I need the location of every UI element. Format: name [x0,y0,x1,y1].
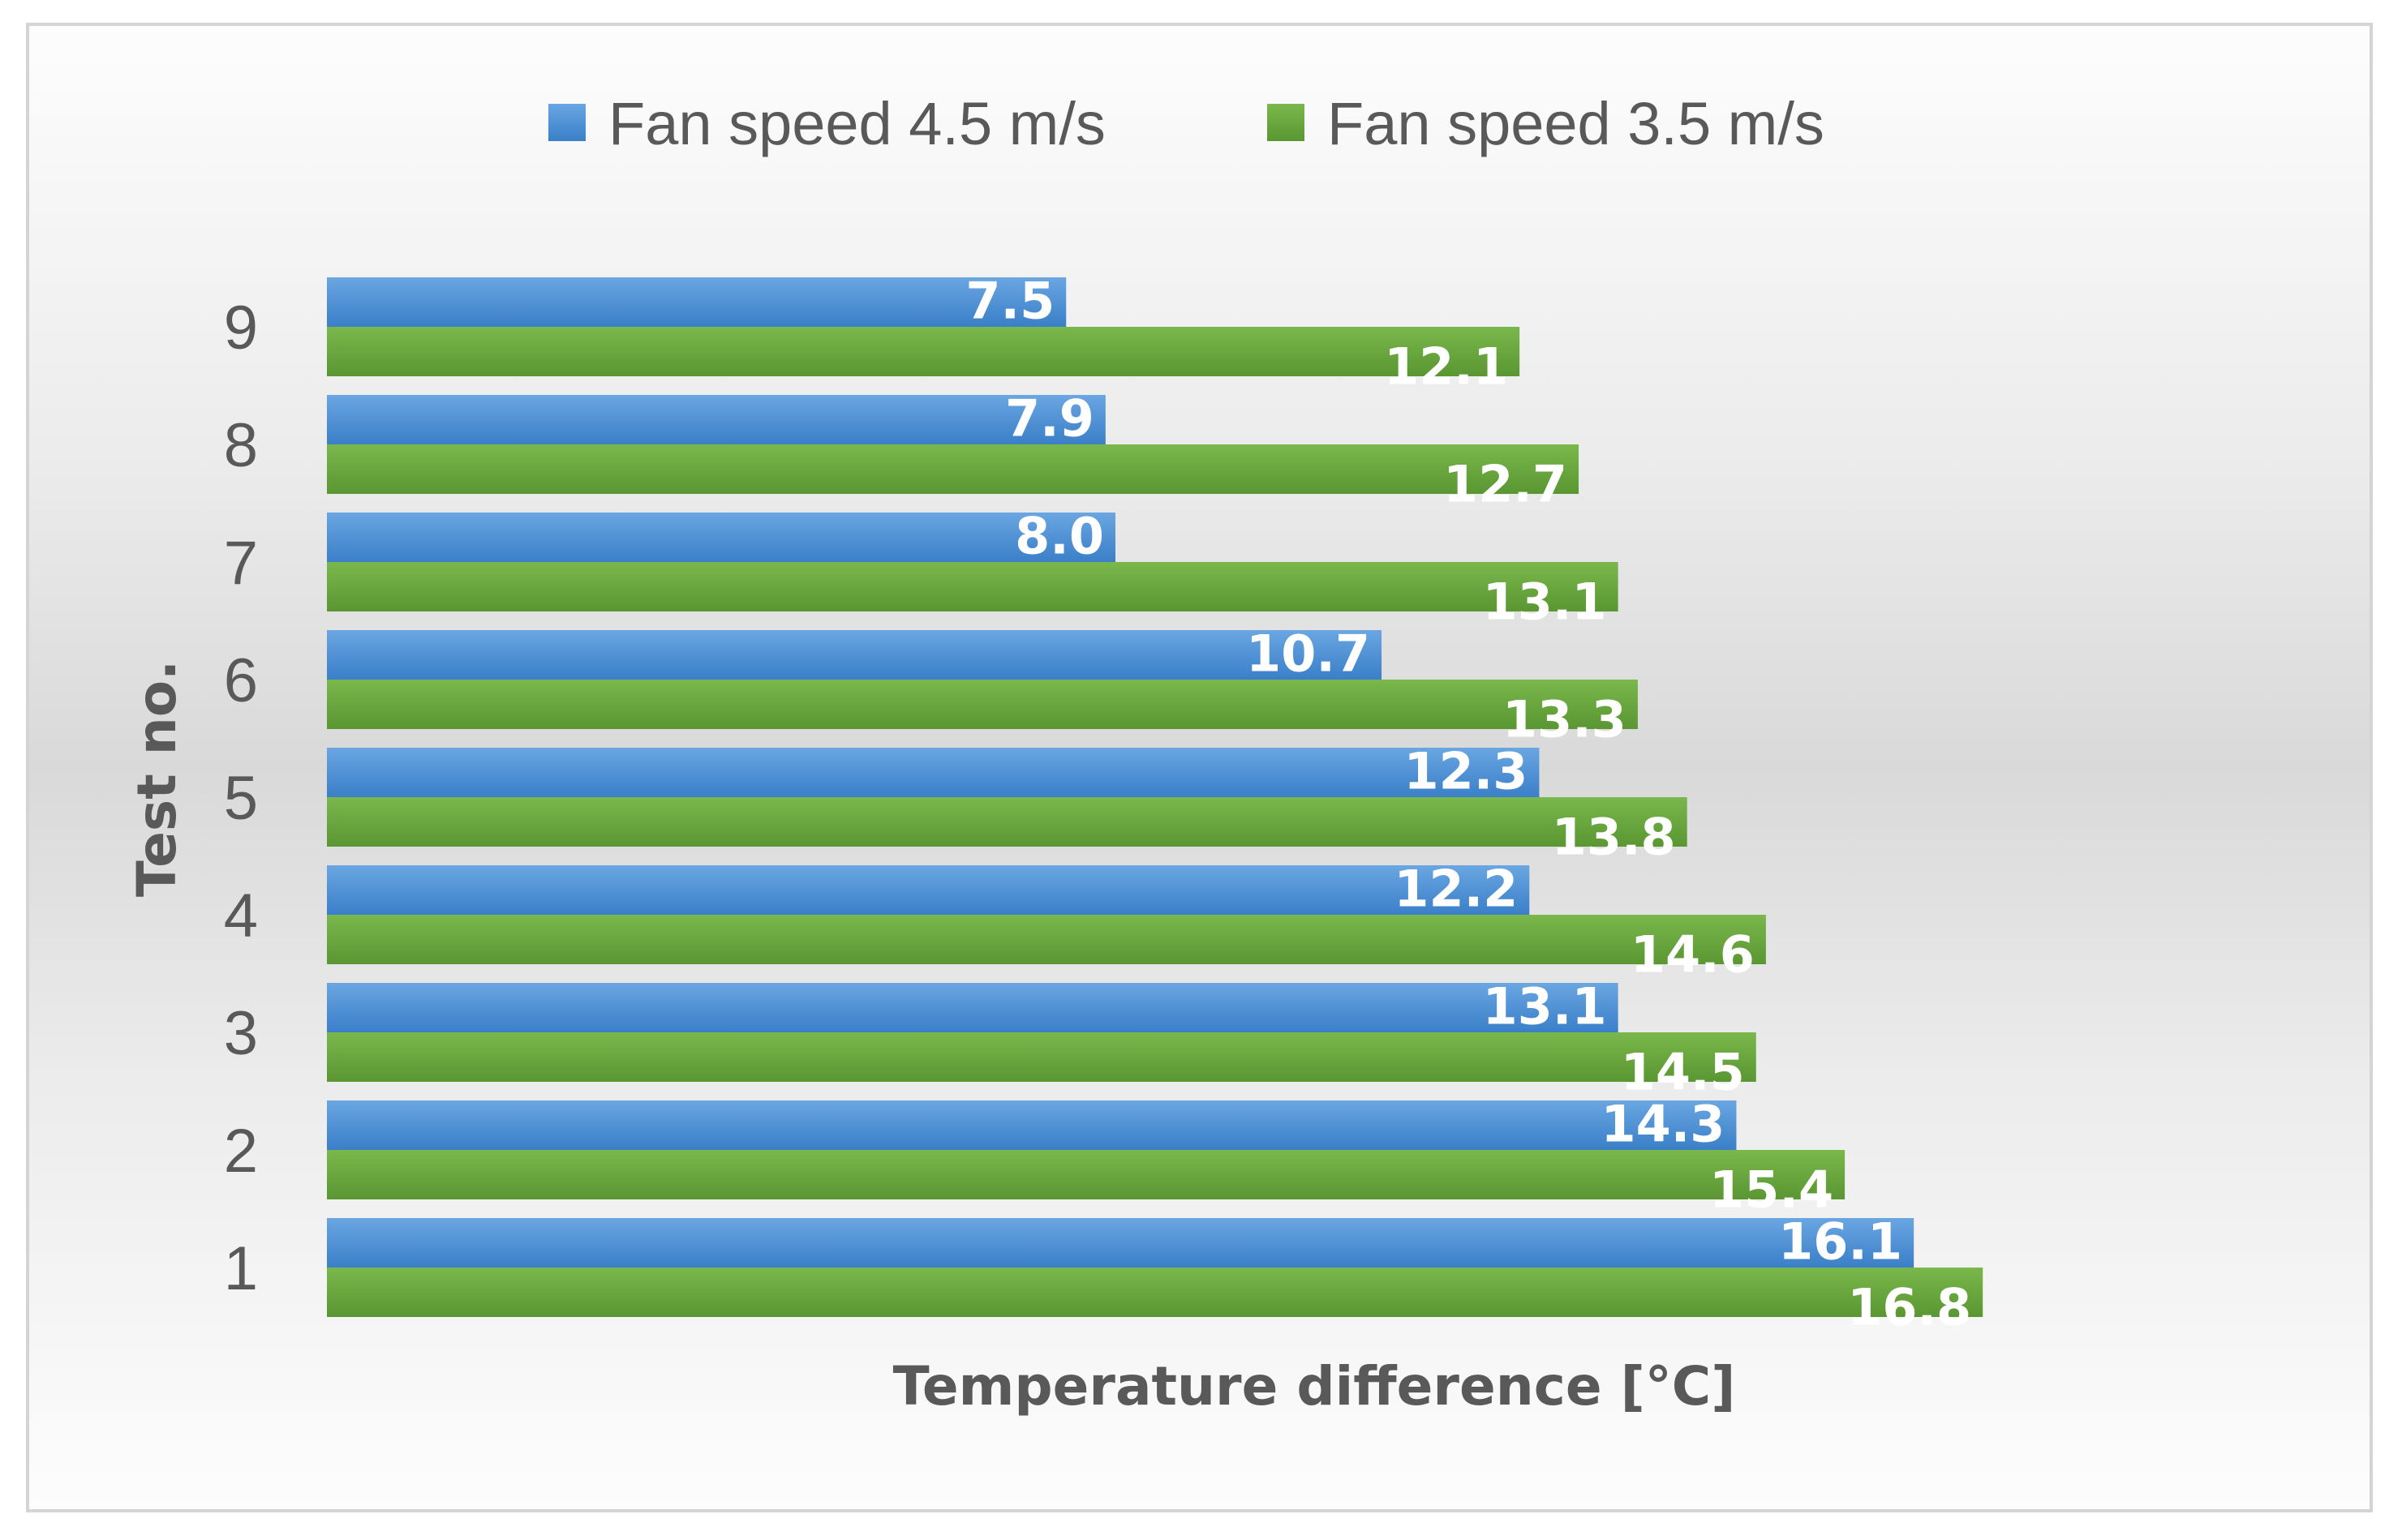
legend-item-series-1: Fan speed 4.5 m/s [548,90,1106,157]
bar-series-2 [327,1268,1983,1317]
bar-series-1 [327,277,1067,327]
bars-group [327,277,1983,1317]
data-label-series-1: 12.3 [1403,742,1528,801]
bar-series-1 [327,1100,1737,1150]
y-tick-label: 9 [224,294,258,362]
data-label-series-2: 12.1 [1384,337,1508,397]
data-label-series-2: 14.5 [1621,1043,1745,1102]
bar-series-1 [327,865,1530,915]
legend-label-series-1: Fan speed 4.5 m/s [608,90,1106,157]
data-label-series-2: 14.6 [1631,925,1755,984]
y-tick-label: 1 [224,1234,258,1303]
data-label-series-2: 16.8 [1847,1278,1971,1337]
y-tick-label: 7 [224,529,258,598]
bar-series-2 [327,915,1766,964]
bar-series-2 [327,680,1638,729]
x-axis-title: Temperature difference [°C] [893,1355,1736,1418]
bar-series-2 [327,797,1687,847]
legend-swatch-series-1 [548,104,586,141]
bar-series-1 [327,513,1115,562]
legend-label-series-2: Fan speed 3.5 m/s [1327,90,1824,157]
legend: Fan speed 4.5 m/s Fan speed 3.5 m/s [548,90,1824,157]
y-tick-label: 5 [224,764,258,833]
data-labels-group: 16.116.814.315.413.114.512.214.612.313.8… [965,272,1971,1337]
data-label-series-2: 12.7 [1443,455,1567,514]
bar-series-1 [327,983,1618,1032]
data-label-series-1: 7.9 [1005,389,1094,448]
y-axis-title: Test no. [126,660,188,897]
data-label-series-1: 12.2 [1394,860,1518,919]
data-label-series-2: 13.1 [1483,573,1607,632]
y-tick-label: 2 [224,1117,258,1186]
bar-series-2 [327,444,1579,494]
data-label-series-2: 13.8 [1552,808,1676,867]
y-axis-ticks: 1 2 3 4 5 6 7 8 9 [224,294,258,1303]
data-label-series-2: 13.3 [1502,690,1626,749]
y-tick-label: 4 [224,882,258,950]
data-label-series-1: 14.3 [1601,1095,1725,1154]
y-tick-label: 3 [224,999,258,1068]
bar-series-2 [327,562,1618,611]
y-tick-label: 6 [224,646,258,715]
y-tick-label: 8 [224,411,258,480]
bar-series-2 [327,1150,1846,1199]
legend-item-series-2: Fan speed 3.5 m/s [1267,90,1824,157]
data-label-series-1: 8.0 [1015,507,1104,566]
data-label-series-2: 15.4 [1709,1160,1833,1220]
data-label-series-1: 13.1 [1483,977,1607,1036]
bar-series-2 [327,327,1520,376]
bar-series-1 [327,630,1382,680]
bar-series-1 [327,748,1540,797]
data-label-series-1: 10.7 [1246,624,1370,684]
data-label-series-1: 7.5 [965,272,1055,331]
legend-swatch-series-2 [1267,104,1304,141]
bar-series-2 [327,1032,1756,1082]
bar-series-1 [327,1218,1914,1268]
bar-series-1 [327,395,1106,444]
data-label-series-1: 16.1 [1778,1212,1902,1272]
